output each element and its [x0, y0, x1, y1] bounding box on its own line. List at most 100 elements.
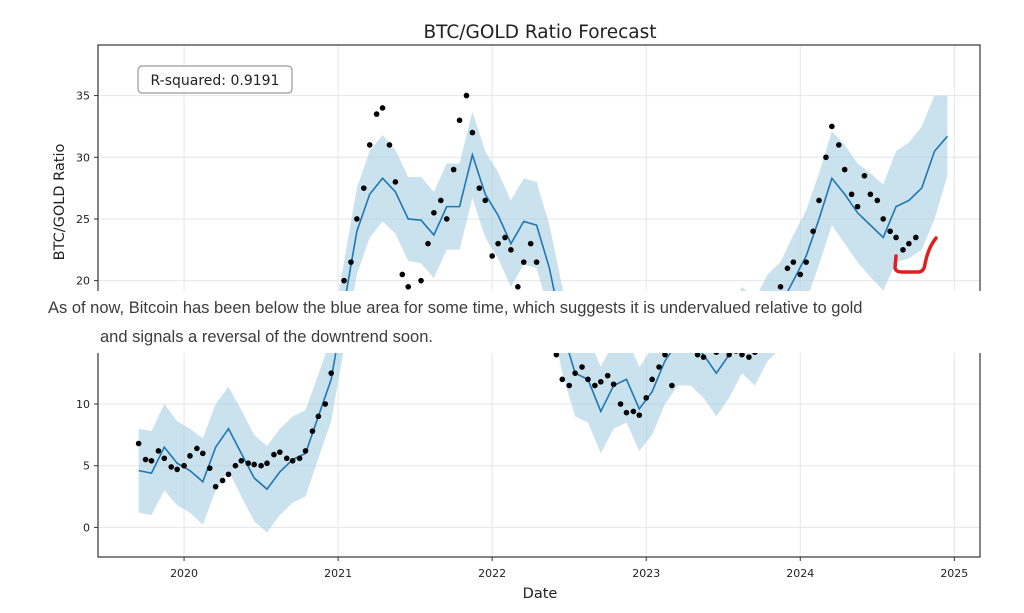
actual-point [277, 449, 283, 455]
actual-point [212, 483, 219, 490]
y-tick-label: 20 [76, 275, 90, 288]
actual-point [309, 428, 316, 434]
actual-point [379, 105, 386, 111]
actual-point [271, 451, 277, 458]
actual-point [527, 240, 534, 247]
forecast-line [138, 135, 949, 491]
actual-point [739, 351, 745, 358]
actual-point [649, 376, 655, 383]
r-squared-label: R-squared: 0.9191 [151, 73, 280, 89]
x-tick-label: 2025 [940, 567, 968, 580]
actual-point [463, 92, 470, 99]
actual-point [283, 455, 290, 462]
actual-point [841, 166, 848, 173]
actual-point [431, 209, 437, 216]
actual-point [913, 234, 919, 241]
actual-point [508, 247, 514, 253]
x-tick-label: 2022 [478, 567, 506, 580]
yhat-line [138, 135, 949, 491]
actual-point [399, 271, 406, 278]
y-tick-label: 0 [83, 521, 90, 534]
actual-point [425, 240, 431, 247]
y-axis-label: BTC/GOLD Ratio [52, 144, 68, 261]
actual-point [777, 284, 784, 290]
actual-point [597, 379, 604, 385]
x-tick-label: 2023 [632, 567, 660, 580]
actual-point [251, 461, 257, 468]
actual-point [829, 123, 835, 130]
actual-point [816, 197, 822, 204]
actual-point [520, 259, 527, 265]
actual-point [900, 247, 906, 253]
actual-point [746, 354, 752, 360]
actual-point [168, 464, 175, 470]
actual-point [848, 191, 855, 198]
y-tick-label: 25 [76, 213, 90, 226]
caption-line-2: and signals a reversal of the downtrend … [100, 328, 433, 346]
actual-point [861, 172, 868, 179]
actual-point [373, 111, 380, 117]
actual-point [328, 370, 334, 376]
actual-point [302, 448, 309, 454]
actual-point [360, 185, 367, 191]
actual-point [469, 129, 476, 136]
actual-point [418, 277, 424, 284]
actual-point [867, 191, 874, 198]
actual-point [669, 382, 675, 389]
actual-point [566, 382, 572, 389]
red-marker-annotation [893, 236, 938, 274]
actual-point [348, 259, 354, 265]
actual-point [823, 154, 829, 161]
actual-point [784, 265, 791, 272]
y-tick-label: 5 [83, 460, 90, 473]
actual-point [604, 372, 611, 379]
actual-point [296, 455, 303, 462]
x-axis-label: Date [523, 586, 558, 602]
actual-point [694, 351, 701, 358]
actual-point [392, 179, 399, 185]
actual-point [656, 364, 662, 370]
actual-point [726, 351, 732, 358]
actual-point [797, 271, 804, 278]
actual-point [450, 166, 457, 173]
actual-point [559, 376, 566, 383]
actual-point [662, 351, 668, 358]
actual-point [835, 142, 842, 148]
actual-point [289, 457, 296, 464]
actual-point [482, 197, 489, 204]
caption-overlay: As of now, Bitcoin has been below the bl… [0, 291, 1024, 353]
actual-point [515, 284, 521, 290]
actual-point [161, 455, 168, 462]
actual-point [643, 395, 650, 401]
actual-point [893, 234, 899, 241]
actual-point [443, 216, 450, 222]
actual-point [219, 477, 226, 484]
x-tick-label: 2020 [170, 567, 198, 580]
actual-point [366, 142, 373, 148]
actual-point [232, 462, 239, 469]
actual-point [142, 456, 149, 463]
actual-point [630, 408, 637, 415]
actual-point [579, 364, 585, 370]
actual-point [533, 259, 540, 265]
y-tick-label: 30 [76, 151, 90, 164]
actual-point [854, 203, 861, 210]
actual-point [906, 240, 912, 247]
actual-point [438, 197, 444, 204]
actual-point [386, 142, 393, 148]
x-tick-label: 2024 [786, 567, 814, 580]
actual-point [790, 259, 797, 265]
x-tick-label: 2021 [324, 567, 352, 580]
actual-point [315, 413, 322, 420]
actual-point [264, 460, 270, 467]
r-squared-box: R-squared: 0.9191 [137, 65, 293, 94]
actual-point [803, 259, 809, 265]
actual-point [341, 277, 347, 284]
actual-point [354, 216, 360, 222]
actual-point [610, 381, 617, 388]
actual-point [225, 471, 232, 478]
actual-point [585, 376, 591, 383]
y-tick-label: 35 [76, 90, 90, 103]
y-tick-label: 10 [76, 398, 90, 411]
actual-point [880, 216, 887, 222]
